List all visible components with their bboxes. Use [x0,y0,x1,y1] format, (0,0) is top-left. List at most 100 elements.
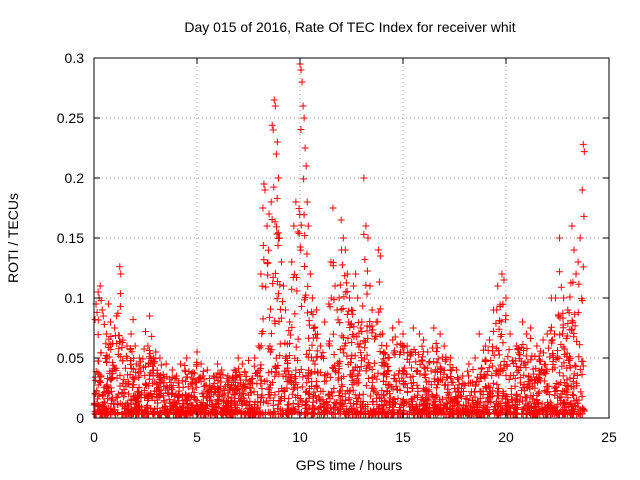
data-point [501,409,509,417]
data-point [346,371,354,379]
data-point [297,125,305,133]
data-point [503,393,511,401]
data-point [164,409,172,417]
data-point [129,392,137,400]
data-point [580,212,588,220]
data-point [306,270,314,278]
data-point [263,377,271,385]
data-point [556,394,564,402]
data-point [469,406,477,414]
data-point [342,339,350,347]
data-point [318,352,326,360]
data-point [290,222,298,230]
data-point [522,352,530,360]
data-point [489,387,497,395]
data-point [400,377,408,385]
data-point [267,410,275,418]
data-point [141,371,149,379]
data-point [465,372,473,380]
data-point [425,386,433,394]
data-point [559,372,567,380]
data-point [515,355,523,363]
data-point [529,395,537,403]
data-point [256,398,264,406]
data-point [260,180,268,188]
data-point [114,390,122,398]
data-point [425,359,433,367]
data-point [376,252,384,260]
x-tick-label: 25 [601,429,617,445]
data-point [363,290,371,298]
data-point [410,346,418,354]
data-point [342,288,350,296]
data-point [178,409,186,417]
data-point [504,353,512,361]
data-point [150,410,158,418]
data-point [256,365,264,373]
data-point [381,350,389,358]
data-point [441,403,449,411]
data-point [279,298,287,306]
data-point [413,394,421,402]
data-point [301,232,309,240]
data-point [436,330,444,338]
data-point [554,401,562,409]
data-point [338,382,346,390]
data-point [284,410,292,418]
data-point [382,360,390,368]
data-point [144,408,152,416]
data-point [455,388,463,396]
data-point [317,387,325,395]
data-point [525,408,533,416]
data-point [376,347,384,355]
data-point [218,366,226,374]
data-point [469,401,477,409]
data-point [280,282,288,290]
data-point [395,408,403,416]
data-point [338,332,346,340]
data-point [304,353,312,361]
data-point [273,223,281,231]
data-point [256,344,264,352]
data-point [423,378,431,386]
data-point [461,381,469,389]
data-point [264,246,272,254]
data-point [262,397,270,405]
data-point [141,362,149,370]
data-point [356,403,364,411]
data-point [274,174,282,182]
data-point [398,374,406,382]
data-point [336,319,344,327]
data-point [114,351,122,359]
data-point [231,408,239,416]
data-point [476,395,484,403]
data-point [99,391,107,399]
data-point [571,310,579,318]
data-point [450,399,458,407]
data-point [239,389,247,397]
data-point [189,374,197,382]
data-point [145,346,153,354]
x-tick-label: 20 [498,429,514,445]
data-point [341,397,349,405]
data-point [258,409,266,417]
data-point [178,377,186,385]
data-point [329,204,337,212]
data-point [199,367,207,375]
data-point [135,362,143,370]
data-point [93,308,101,316]
data-point [565,357,573,365]
data-point [338,246,346,254]
data-point [519,405,527,413]
data-point [294,356,302,364]
data-point [507,385,515,393]
data-point [412,367,420,375]
data-point [389,399,397,407]
data-point [364,234,372,242]
data-point [447,374,455,382]
data-point [547,337,555,345]
data-point [117,270,125,278]
data-point [152,348,160,356]
data-point [433,393,441,401]
data-point [289,385,297,393]
